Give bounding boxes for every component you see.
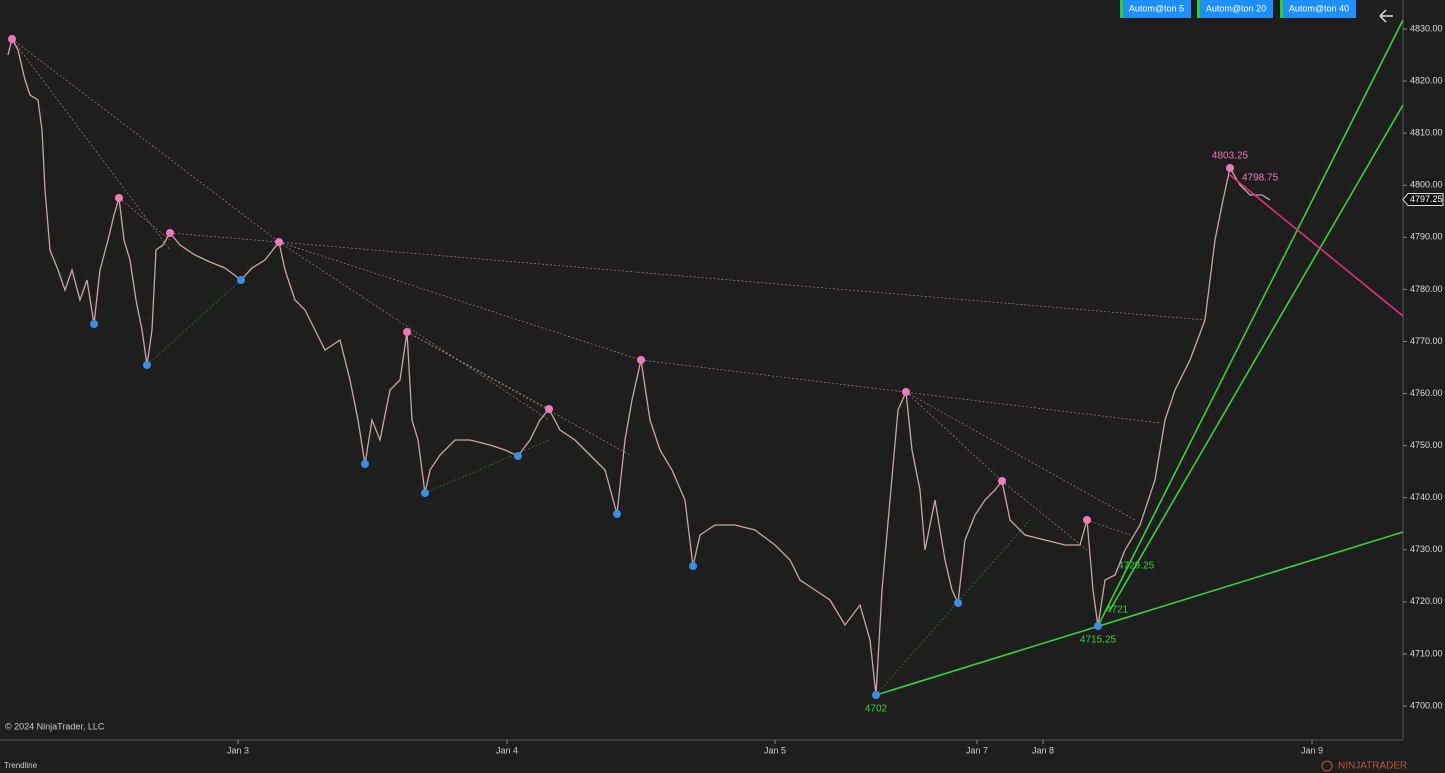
price-tick-label: 4710.00 (1410, 648, 1443, 658)
price-tick-label: 4760.00 (1410, 388, 1443, 398)
time-label: Jan 8 (1032, 745, 1054, 755)
swing-lows (90, 276, 1102, 699)
tool-name: Trendline (4, 761, 38, 770)
time-label: Jan 9 (1301, 745, 1323, 755)
price-trace (7, 37, 1271, 696)
price-annotation: 4798.75 (1242, 173, 1279, 184)
price-annotation: 4715.25 (1080, 635, 1117, 646)
price-annotation: 4803.25 (1212, 151, 1249, 162)
time-label: Jan 4 (496, 745, 518, 755)
price-tick-label: 4700.00 (1410, 700, 1443, 710)
time-label: Jan 3 (227, 745, 249, 755)
strategy-button[interactable] (1120, 0, 1191, 18)
last-price-tag (1402, 193, 1444, 207)
time-label: Jan 5 (764, 745, 786, 755)
price-annotation: 4729.25 (1118, 561, 1155, 572)
price-tick-label: 4770.00 (1410, 336, 1443, 346)
button-label[interactable]: Autom@ton 40 (1289, 3, 1349, 13)
button-status (1197, 0, 1200, 18)
chart-layer: © 2024 NinjaTrader, LLC Trendline NINJAT… (4, 9, 1407, 772)
price-tick-label: 4740.00 (1410, 492, 1443, 502)
price-tick-label: 4720.00 (1410, 596, 1443, 606)
button-status (1120, 0, 1123, 18)
swing-highs (8, 35, 1234, 524)
price-tick-label: 4820.00 (1410, 75, 1443, 85)
time-label: Jan 7 (966, 745, 988, 755)
button-label[interactable]: Autom@ton 20 (1206, 3, 1266, 13)
button-label[interactable]: Autom@ton 5 (1129, 3, 1184, 13)
price-tick-label: 4810.00 (1410, 128, 1443, 138)
brand: NINJATRADER (1338, 761, 1407, 772)
price-annotation: 4721 (1106, 605, 1129, 616)
price-annotation: 4702 (865, 704, 888, 715)
price-tick-label: 4750.00 (1410, 440, 1443, 450)
price-tick-label: 4730.00 (1410, 544, 1443, 554)
price-tick-label: 4780.00 (1410, 284, 1443, 294)
last-price-label: 4797.25 (1410, 194, 1443, 204)
price-tick-label: 4790.00 (1410, 232, 1443, 242)
back-button[interactable] (1379, 9, 1393, 23)
swing-lines (11, 38, 1206, 551)
price-tick-label: 4830.00 (1410, 23, 1443, 33)
trend-lines (875, 19, 1404, 696)
copyright: © 2024 NinjaTrader, LLC (5, 721, 105, 731)
price-tick-label: 4800.00 (1410, 180, 1443, 190)
strategy-button[interactable] (1197, 0, 1273, 18)
button-status (1280, 0, 1283, 18)
brand-logo (1321, 760, 1333, 772)
swing-lines-low (146, 279, 1031, 696)
strategy-button[interactable] (1280, 0, 1356, 18)
